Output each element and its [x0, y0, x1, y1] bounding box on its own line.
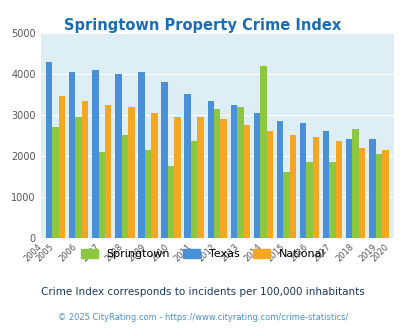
Bar: [75, 117, 82, 238]
Bar: [312, 137, 318, 238]
Bar: [115, 74, 122, 238]
Legend: Springtown, Texas, National: Springtown, Texas, National: [76, 244, 329, 263]
Bar: [276, 121, 283, 238]
Bar: [237, 107, 243, 238]
Bar: [92, 70, 98, 238]
Bar: [52, 127, 59, 238]
Bar: [105, 105, 111, 238]
Bar: [283, 172, 289, 238]
Bar: [352, 129, 358, 238]
Bar: [213, 109, 220, 238]
Bar: [207, 101, 213, 238]
Bar: [289, 135, 295, 238]
Bar: [328, 162, 335, 238]
Bar: [184, 94, 190, 238]
Bar: [128, 107, 134, 238]
Bar: [138, 72, 144, 238]
Bar: [305, 162, 312, 238]
Text: © 2025 CityRating.com - https://www.cityrating.com/crime-statistics/: © 2025 CityRating.com - https://www.city…: [58, 313, 347, 322]
Bar: [335, 142, 341, 238]
Bar: [161, 82, 167, 238]
Bar: [69, 72, 75, 238]
Bar: [151, 113, 157, 238]
Bar: [266, 131, 273, 238]
Bar: [144, 149, 151, 238]
Bar: [322, 131, 328, 238]
Text: Springtown Property Crime Index: Springtown Property Crime Index: [64, 18, 341, 33]
Bar: [253, 113, 260, 238]
Bar: [197, 117, 203, 238]
Bar: [167, 166, 174, 238]
Bar: [375, 154, 381, 238]
Bar: [122, 135, 128, 238]
Bar: [358, 148, 364, 238]
Bar: [220, 119, 226, 238]
Bar: [260, 66, 266, 238]
Bar: [243, 125, 249, 238]
Bar: [345, 139, 352, 238]
Bar: [59, 96, 65, 238]
Text: Crime Index corresponds to incidents per 100,000 inhabitants: Crime Index corresponds to incidents per…: [41, 287, 364, 297]
Bar: [190, 142, 197, 238]
Bar: [46, 62, 52, 238]
Bar: [174, 117, 180, 238]
Bar: [368, 139, 375, 238]
Bar: [82, 101, 88, 238]
Bar: [98, 152, 105, 238]
Bar: [381, 149, 388, 238]
Bar: [299, 123, 305, 238]
Bar: [230, 105, 237, 238]
